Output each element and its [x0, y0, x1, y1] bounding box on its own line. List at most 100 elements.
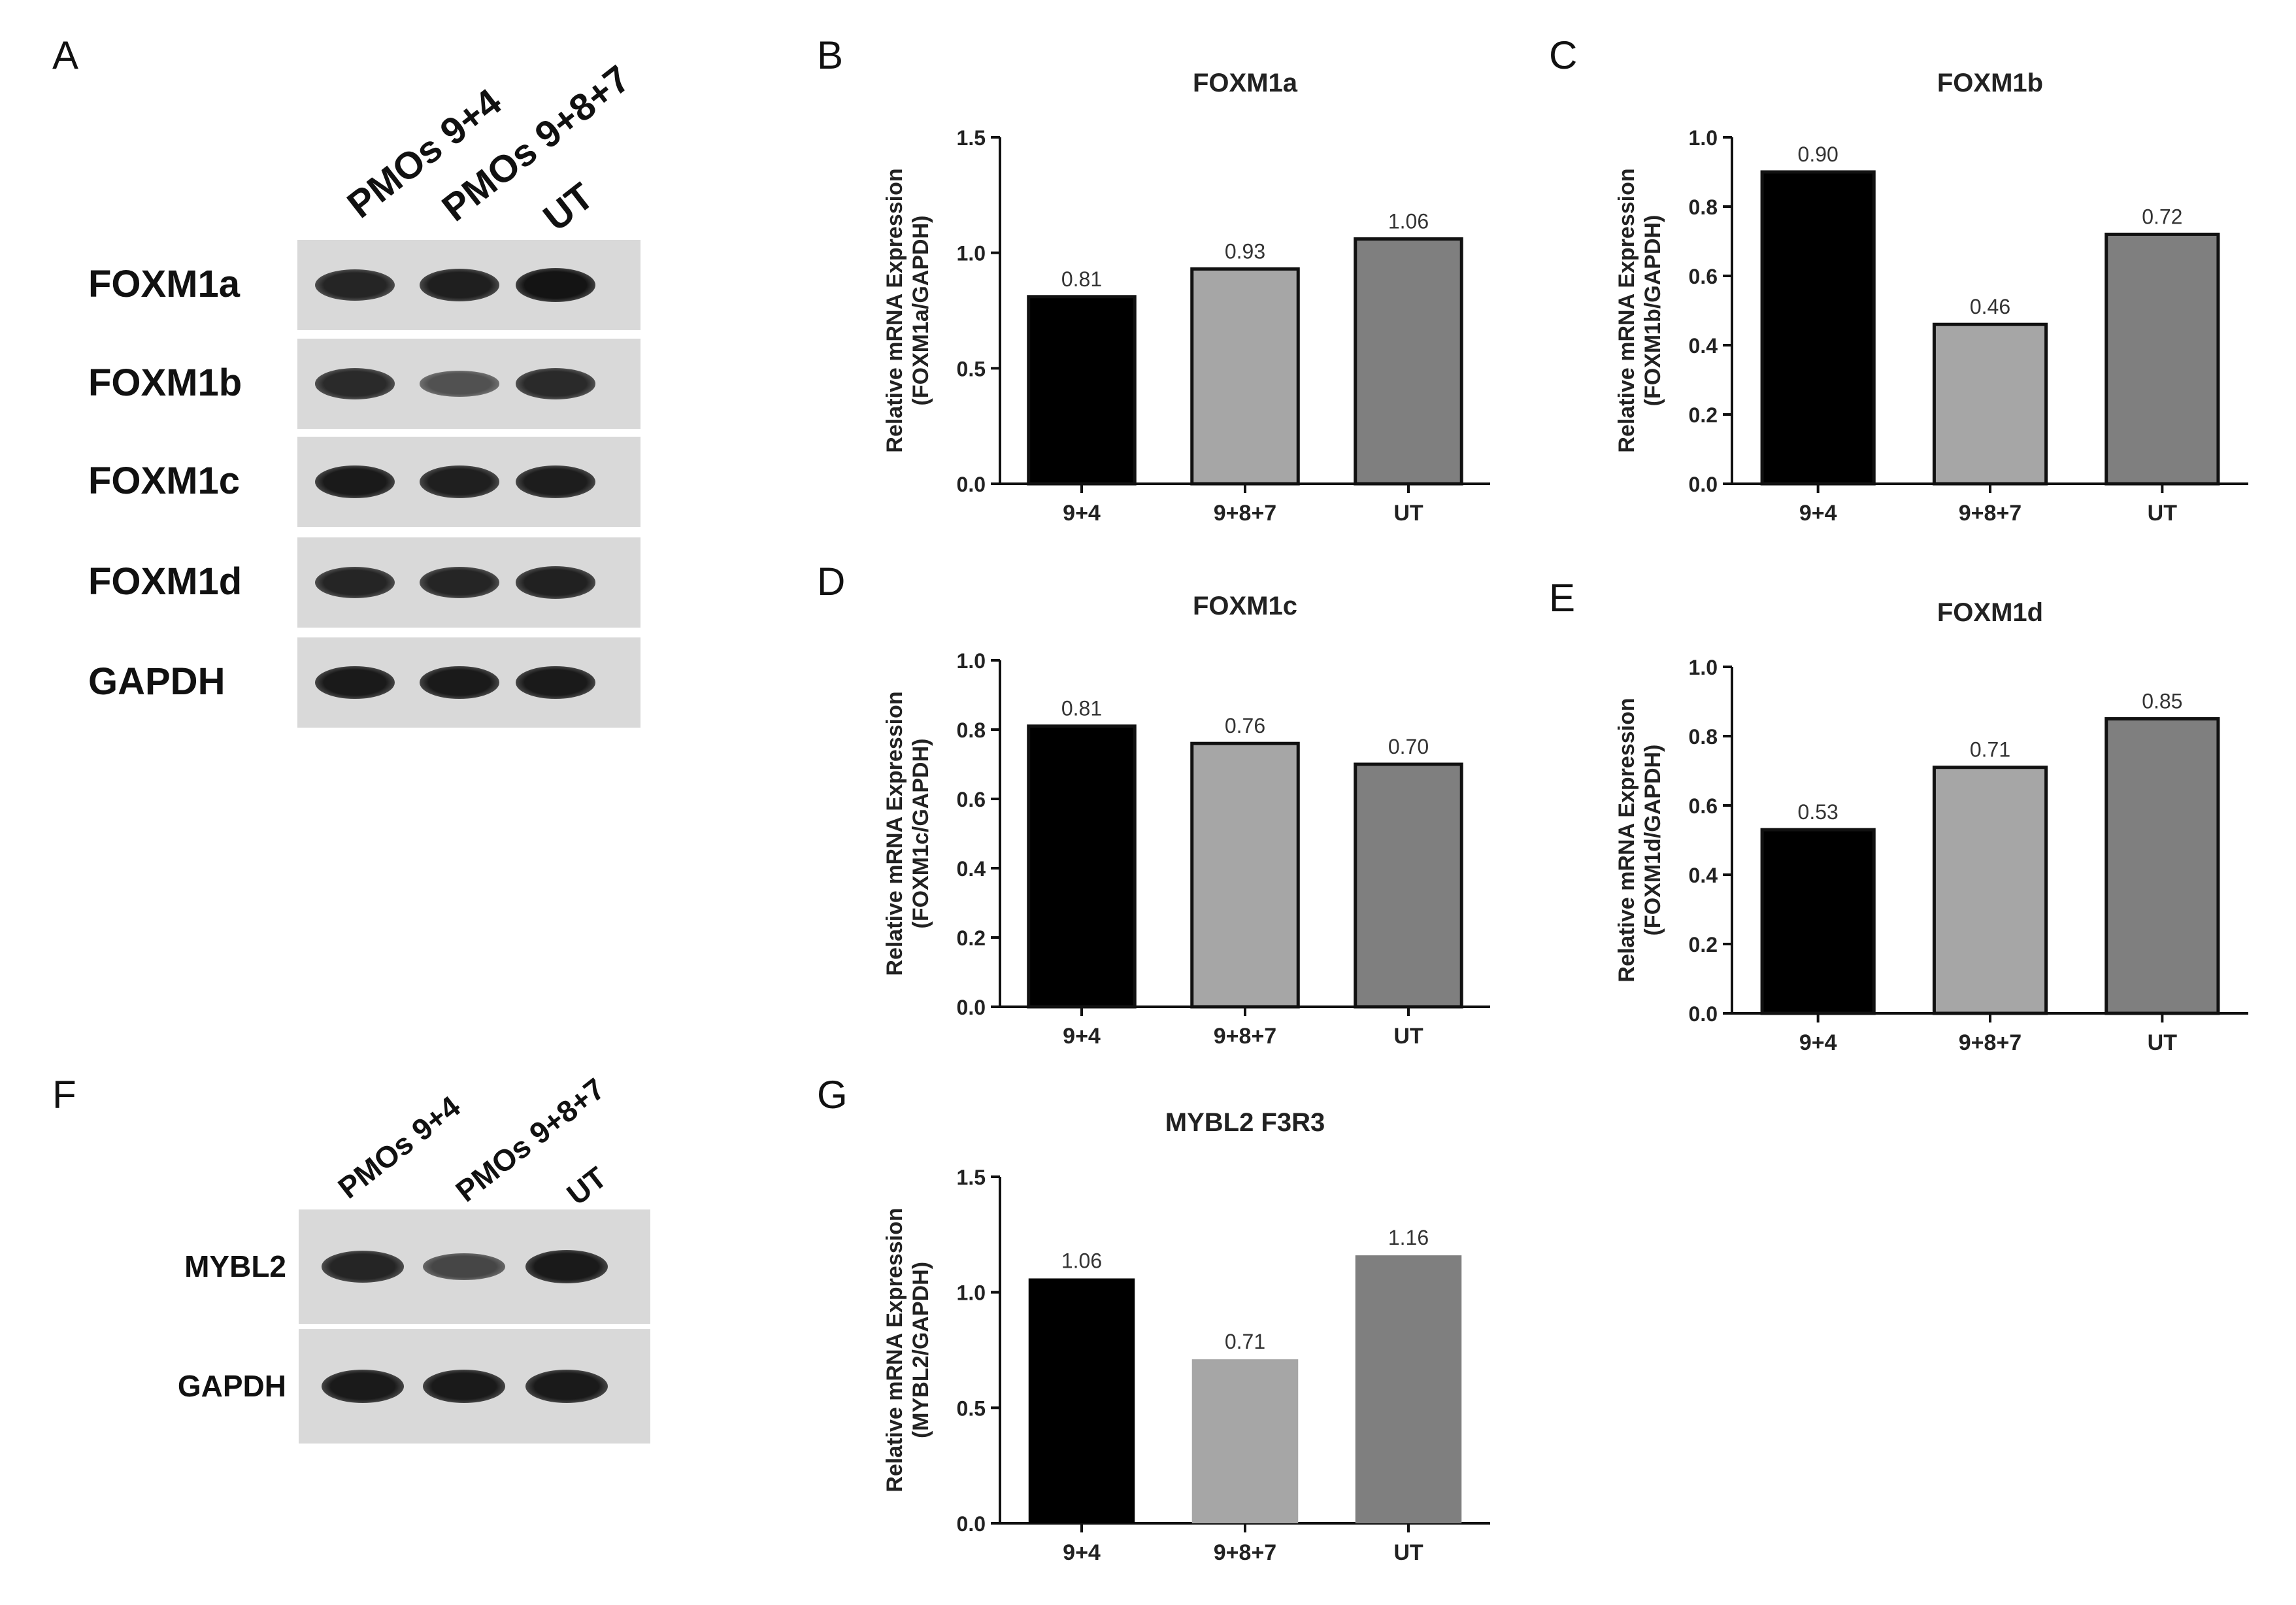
- gel-band: [516, 666, 595, 700]
- y-tick-label: 0.0: [1689, 1002, 1718, 1026]
- gel-band: [420, 371, 499, 397]
- y-axis-label: Relative mRNA Expression(FOXM1b/GAPDH): [1614, 168, 1665, 452]
- gel-row-label: FOXM1d: [88, 560, 242, 603]
- x-tick-label: 9+8+7: [1214, 1024, 1276, 1049]
- gel-f-lane-label: UT: [560, 1160, 613, 1212]
- chart-b: FOXM1a Relative mRNA Expression(FOXM1a/GA…: [882, 69, 1490, 526]
- bar-value-label: 0.90: [1798, 143, 1838, 166]
- y-tick-label: 0.8: [957, 718, 986, 742]
- x-tick-label: 9+8+7: [1959, 501, 2021, 526]
- gel-row-label: FOXM1c: [88, 460, 241, 503]
- gel-band: [516, 566, 595, 599]
- chart-title: FOXM1c: [1193, 592, 1297, 620]
- gel-band: [420, 269, 499, 301]
- y-tick-label: 0.2: [1689, 933, 1718, 956]
- bar-value-label: 0.70: [1388, 735, 1429, 758]
- gel-band: [420, 566, 499, 599]
- y-axis-label-line: (FOXM1b/GAPDH): [1640, 215, 1665, 407]
- y-tick-label: 0.0: [957, 1512, 986, 1536]
- y-tick-label: 1.5: [957, 126, 986, 150]
- chart-title: MYBL2 F3R3: [1165, 1108, 1325, 1137]
- x-tick-label: UT: [2148, 501, 2178, 526]
- gel-band: [315, 269, 395, 301]
- gel-band: [525, 1250, 608, 1283]
- bar-UT: [1354, 237, 1463, 486]
- gel-row-label: MYBL2: [184, 1249, 286, 1283]
- y-tick-label: 1.5: [957, 1166, 986, 1189]
- gel-row-label: GAPDH: [88, 660, 225, 703]
- x-tick-label: UT: [1393, 1024, 1423, 1049]
- y-axis-label-line: (FOXM1d/GAPDH): [1640, 745, 1665, 936]
- bar-9+8+7: [1932, 766, 2048, 1015]
- bar-value-label: 0.53: [1798, 800, 1838, 824]
- chart-e: FOXM1d Relative mRNA Expression(FOXM1d/GA…: [1614, 598, 2248, 1055]
- chart-g: MYBL2 F3R3 Relative mRNA Expression(MYBL2…: [882, 1108, 1490, 1565]
- gel-band: [516, 368, 595, 399]
- gel-band: [525, 1370, 608, 1403]
- gel-band: [322, 1370, 404, 1403]
- bar-value-label: 0.71: [1225, 1330, 1265, 1353]
- bar-value-label: 0.93: [1225, 239, 1265, 263]
- gel-row-label: FOXM1b: [88, 362, 242, 405]
- x-tick-label: 9+8+7: [1959, 1030, 2021, 1055]
- gel-band: [315, 368, 395, 399]
- y-tick-label: 0.4: [1689, 334, 1718, 358]
- x-tick-label: UT: [2148, 1030, 2178, 1055]
- x-tick-label: 9+4: [1799, 501, 1837, 526]
- y-tick-label: 0.2: [957, 926, 986, 950]
- gel-row-label: FOXM1a: [88, 263, 241, 306]
- y-tick-label: 0.8: [1689, 725, 1718, 749]
- bar-UT: [2105, 232, 2220, 486]
- gel-row-label: GAPDH: [177, 1368, 286, 1403]
- x-tick-label: 9+4: [1063, 1024, 1101, 1049]
- bar-9+4: [1027, 724, 1137, 1009]
- panel-letter-g: G: [817, 1073, 848, 1117]
- x-tick-label: 9+4: [1063, 501, 1101, 526]
- bar-value-label: 0.85: [2142, 690, 2182, 713]
- y-axis-label-line: Relative mRNA Expression: [882, 168, 907, 452]
- y-tick-label: 0.0: [957, 996, 986, 1019]
- bar-9+4: [1760, 828, 1876, 1015]
- y-tick-label: 0.0: [1689, 473, 1718, 496]
- x-tick-label: 9+8+7: [1214, 501, 1276, 526]
- bar-value-label: 0.81: [1061, 697, 1102, 720]
- y-tick-label: 1.0: [1689, 126, 1718, 150]
- panel-letter-b: B: [817, 33, 844, 77]
- gel-band: [315, 465, 395, 499]
- panel-letter-a: A: [52, 33, 79, 77]
- bar-value-label: 1.06: [1388, 209, 1429, 233]
- y-tick-label: 0.6: [1689, 794, 1718, 818]
- y-tick-label: 0.5: [957, 1396, 986, 1420]
- gel-band: [420, 666, 499, 700]
- y-axis-label: Relative mRNA Expression(FOXM1c/GAPDH): [882, 691, 933, 975]
- bar-9+8+7: [1190, 267, 1300, 486]
- panel-letter-c: C: [1549, 33, 1578, 77]
- y-axis-label-line: (MYBL2/GAPDH): [908, 1262, 933, 1438]
- bar-value-label: 1.06: [1061, 1249, 1102, 1272]
- gel-band: [315, 666, 395, 700]
- bar-value-label: 0.46: [1970, 295, 2010, 318]
- gel-band: [423, 1370, 505, 1403]
- x-tick-label: 9+4: [1799, 1030, 1837, 1055]
- y-tick-label: 0.6: [1689, 265, 1718, 288]
- y-tick-label: 0.4: [1689, 864, 1718, 887]
- chart-d: FOXM1c Relative mRNA Expression(FOXM1c/GA…: [882, 592, 1490, 1049]
- y-axis-label-line: Relative mRNA Expression: [882, 691, 907, 975]
- y-axis-label-line: Relative mRNA Expression: [1614, 698, 1639, 982]
- bar-9+8+7: [1190, 741, 1300, 1009]
- y-tick-label: 1.0: [1689, 656, 1718, 679]
- panel-letter-d: D: [817, 560, 846, 603]
- gel-a-lane-label: UT: [535, 175, 602, 240]
- x-tick-label: UT: [1393, 501, 1423, 526]
- gel-band: [516, 268, 595, 302]
- gel-band: [315, 566, 395, 599]
- gel-band: [420, 465, 499, 498]
- gel-band: [516, 465, 595, 499]
- y-axis-label-line: Relative mRNA Expression: [882, 1208, 907, 1492]
- y-axis-label-line: Relative mRNA Expression: [1614, 168, 1639, 452]
- bar-9+4: [1027, 295, 1137, 486]
- y-tick-label: 0.5: [957, 357, 986, 380]
- x-tick-label: 9+4: [1063, 1540, 1101, 1565]
- y-tick-label: 1.0: [957, 1281, 986, 1305]
- y-axis-label: Relative mRNA Expression(FOXM1d/GAPDH): [1614, 698, 1665, 982]
